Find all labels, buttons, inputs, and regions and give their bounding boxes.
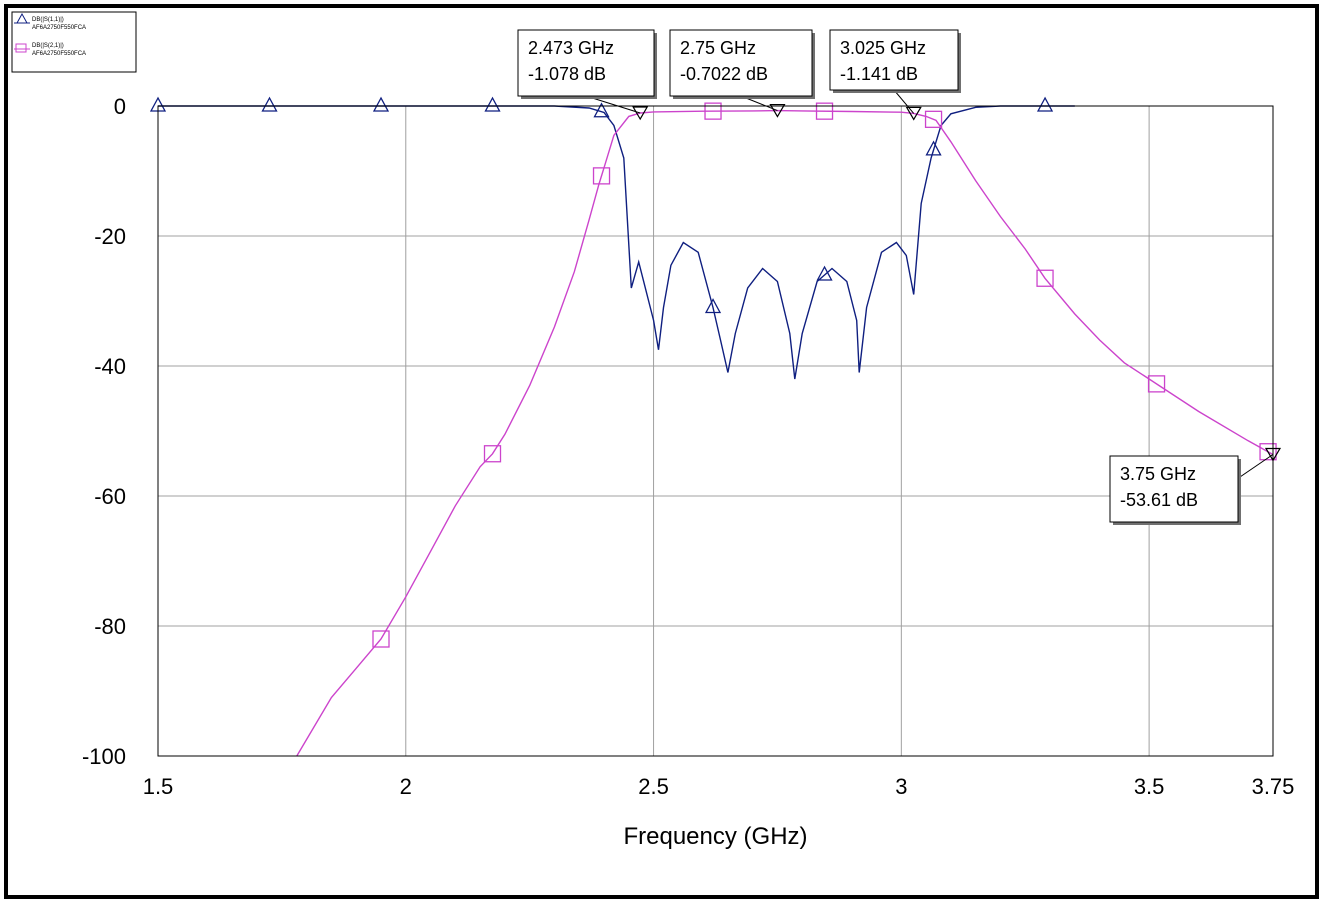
data-markers: 2.473 GHz -1.078 dB 2.75 GHz -0.7022 dB 3.02… [517,29,1282,525]
y-tick-label: -60 [94,484,126,509]
square-symbol [483,445,502,463]
triangle-symbol [925,140,942,156]
s-parameter-chart: 1.5 2 2.5 3 3.5 3.75 0 -20 -40 -60 -80 -100 Frequen… [8,8,1315,895]
chart-frame: 1.5 2 2.5 3 3.5 3.75 0 -20 -40 -60 -80 -100 Frequen… [4,4,1319,899]
marker-value: -1.141 dB [840,64,918,84]
series-line-1 [158,105,1075,380]
marker-frequency: 2.75 GHz [680,38,756,58]
triangle-symbol [1036,96,1054,112]
legend-square-icon [15,43,27,53]
square-symbol [1036,269,1054,287]
marker-frequency: 3.025 GHz [840,38,926,58]
square-symbol [1147,375,1166,393]
marker-triangle [905,106,922,121]
plot-border [157,105,1274,757]
marker-box [517,29,655,97]
legend-series-name: DB(|S(2,1)|) [32,43,64,49]
legend-box [11,11,137,73]
marker-frequency: 2.473 GHz [528,38,614,58]
y-tick-label: -40 [94,354,126,379]
x-tick-label: 3.75 [1252,774,1295,799]
marker-value: -0.7022 dB [680,64,768,84]
x-tick-label: 3.5 [1134,774,1165,799]
legend-series-subname: AF6A2750F550FCA [32,51,86,57]
legend: DB(|S(1,1)|) AF6A2750F550FCA DB(|S(2,1)|) A… [11,11,137,73]
triangle-symbol [372,96,390,112]
x-axis-label: Frequency (GHz) [623,823,807,850]
legend-series-subname: AF6A2750F550FCA [32,25,86,31]
triangle-symbol [261,96,278,112]
marker-box [829,29,959,91]
marker-box [669,29,813,97]
x-tick-label: 3 [895,774,907,799]
series-lines [158,105,1273,756]
square-symbol [815,102,834,120]
square-symbol [1259,443,1277,461]
y-tick-label: -100 [82,744,126,769]
y-tick-label: 0 [114,94,126,119]
tick-labels: 1.5 2 2.5 3 3.5 3.75 0 -20 -40 -60 -80 -100 [82,94,1294,799]
marker-value: -1.078 dB [528,64,606,84]
marker-value: -53.61 dB [1120,490,1198,510]
triangle-symbol [484,96,501,112]
marker-triangle [1264,447,1282,462]
x-tick-label: 2.5 [638,774,669,799]
grid [158,106,1273,756]
series-line-2 [296,109,1273,756]
y-tick-label: -80 [94,614,126,639]
y-tick-label: -20 [94,224,126,249]
x-tick-label: 2 [400,774,412,799]
square-symbol [924,110,943,128]
marker-frequency: 3.75 GHz [1120,464,1196,484]
marker-triangle [769,103,786,118]
series-symbols [149,96,1277,648]
square-symbol [592,167,611,185]
triangle-symbol [816,265,833,281]
marker-triangle [632,106,649,121]
x-tick-label: 1.5 [143,774,174,799]
legend-series-name: DB(|S(1,1)|) [32,17,64,23]
marker-box [1109,455,1239,523]
triangle-symbol [704,298,722,314]
square-symbol [372,630,390,648]
marker-leader [893,89,915,114]
triangle-symbol [593,102,610,118]
chart-background [8,8,1315,895]
square-symbol [704,102,722,120]
